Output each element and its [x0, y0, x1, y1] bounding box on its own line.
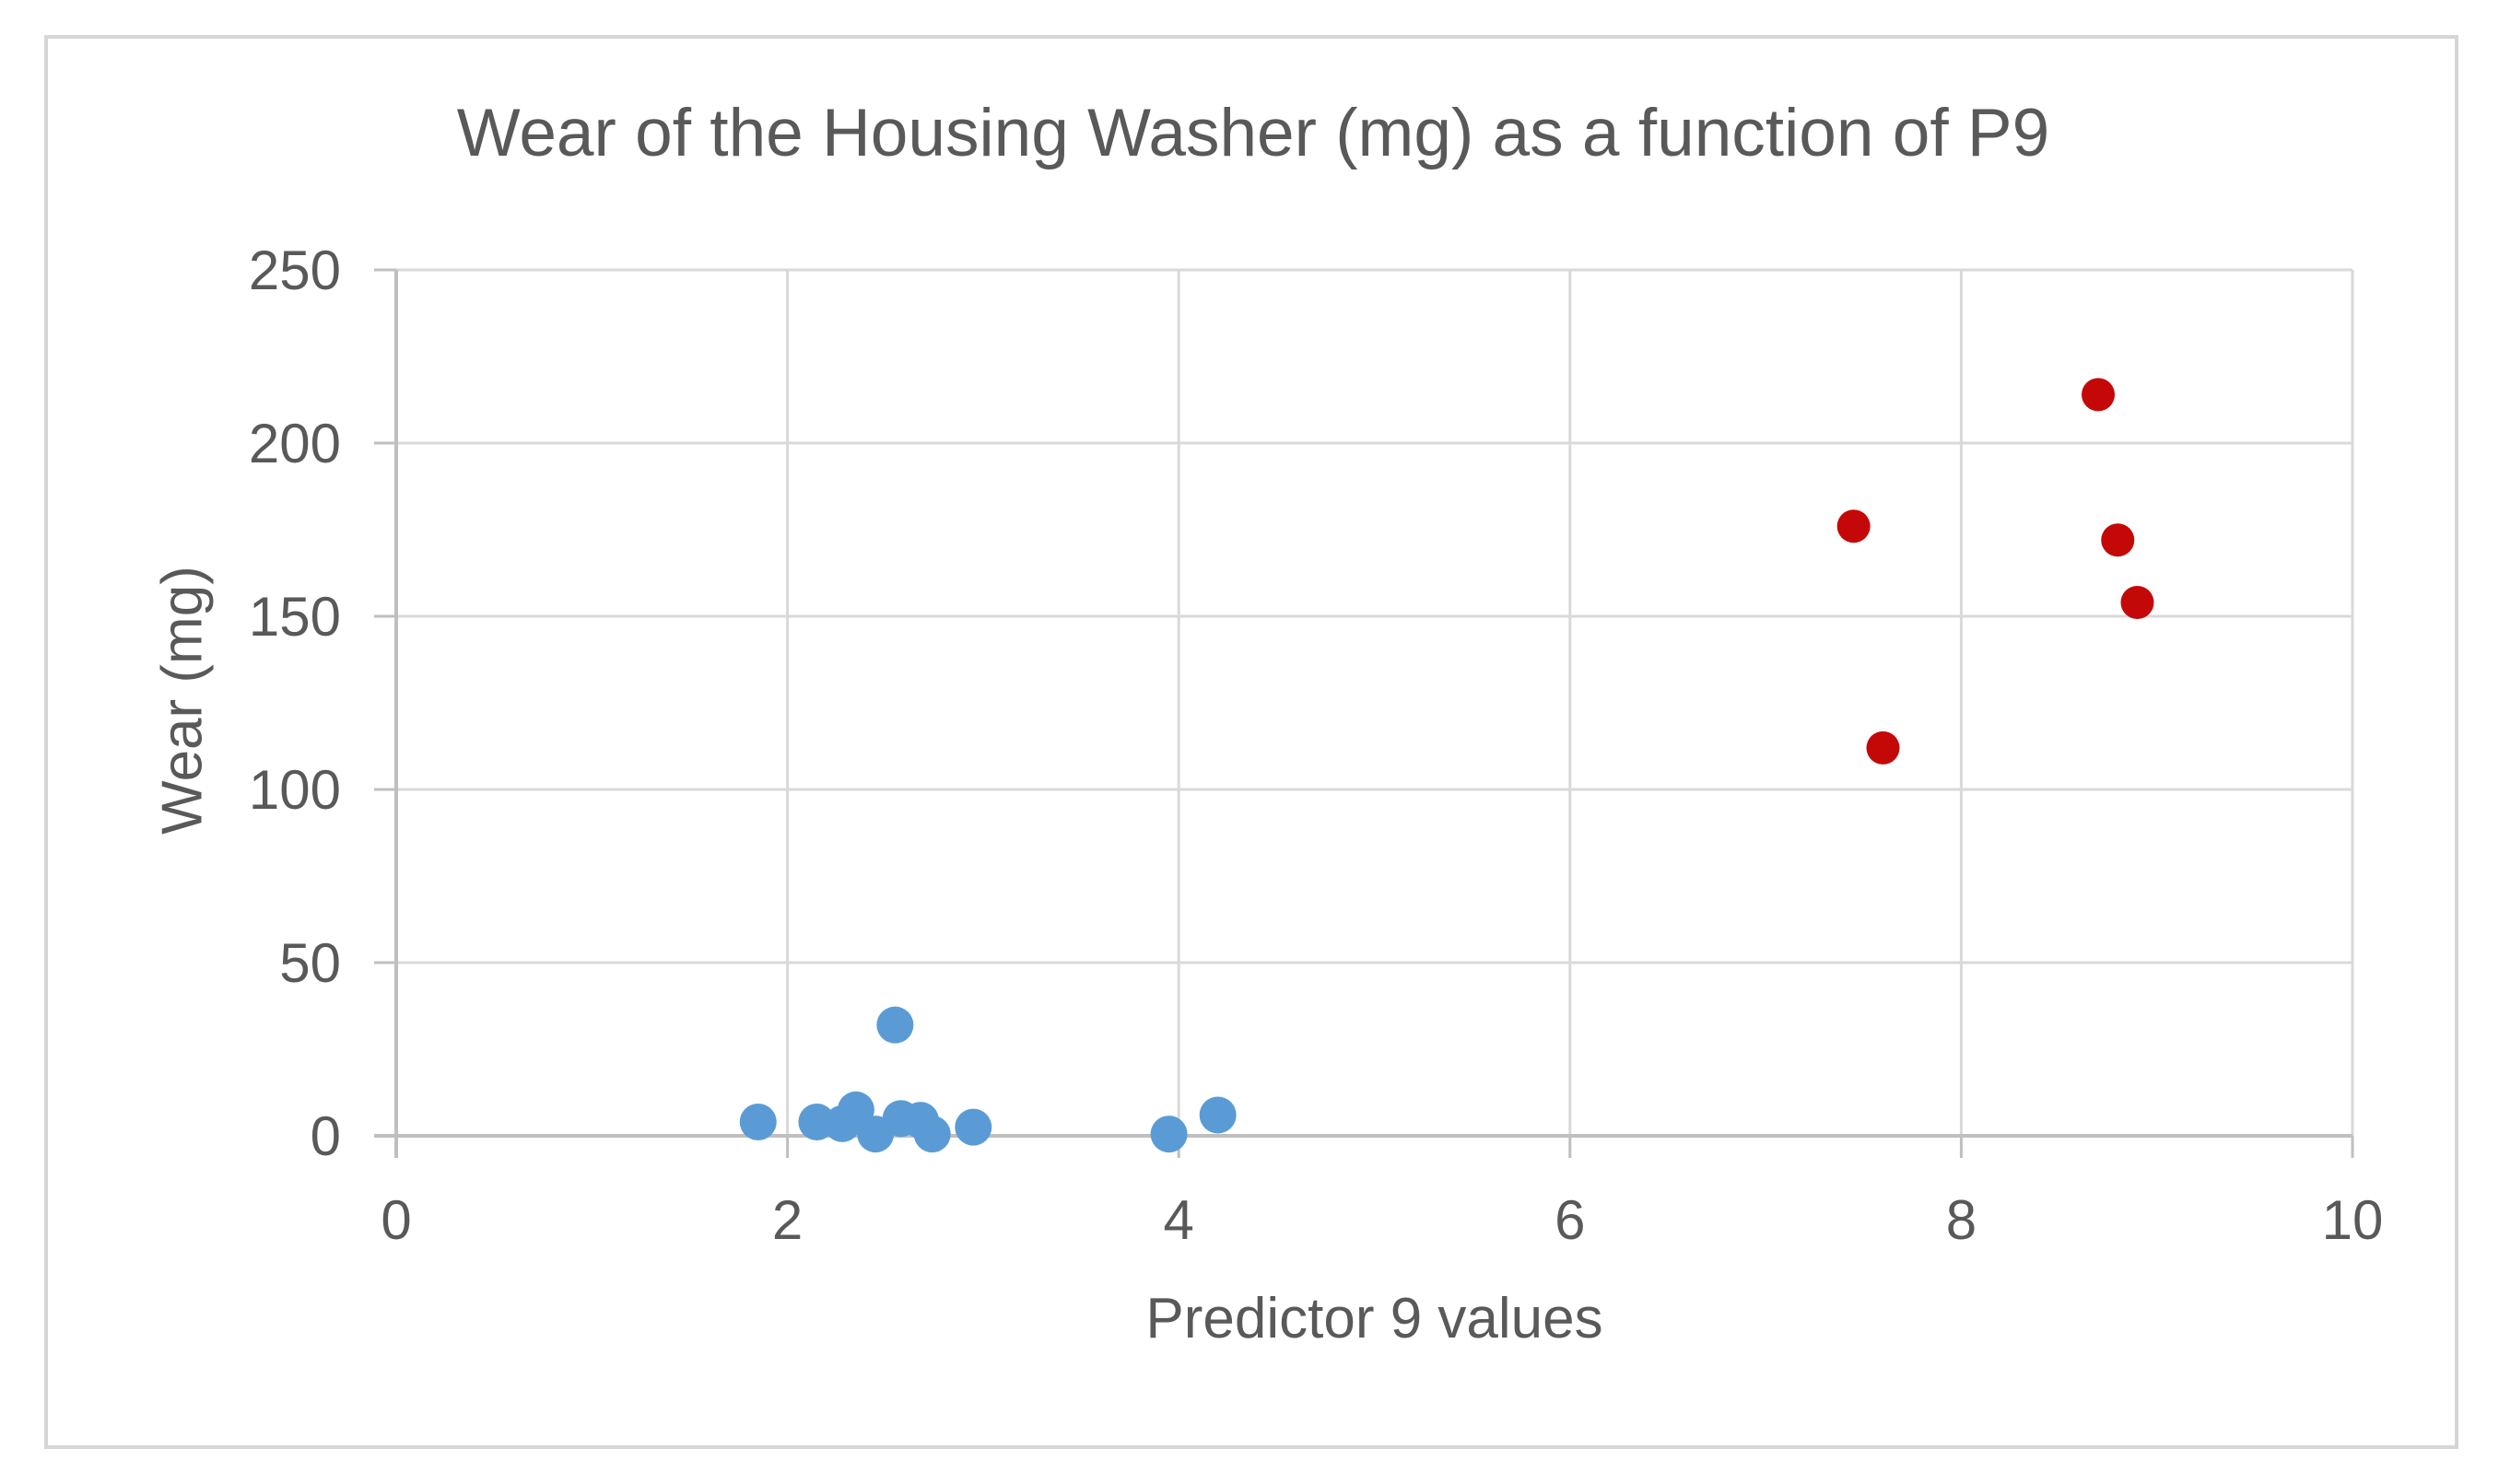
x-tick-label: 10: [2322, 1189, 2384, 1251]
y-tick-label: 200: [249, 413, 341, 474]
x-tick-label: 0: [381, 1189, 411, 1251]
data-point-low-wear-cluster[interactable]: [1199, 1096, 1237, 1134]
x-tick-label: 2: [772, 1189, 803, 1251]
data-point-high-wear-cluster[interactable]: [2082, 378, 2116, 412]
y-axis-title: Wear (mg): [150, 566, 215, 835]
x-tick-label: 4: [1164, 1189, 1194, 1251]
data-point-low-wear-cluster[interactable]: [876, 1006, 914, 1044]
x-tick-label: 8: [1946, 1189, 1977, 1251]
y-tick-label: 150: [249, 586, 341, 648]
y-tick-label: 100: [249, 759, 341, 821]
chart-title: Wear of the Housing Washer (mg) as a fun…: [456, 96, 2050, 170]
data-point-low-wear-cluster[interactable]: [1150, 1116, 1188, 1153]
data-point-high-wear-cluster[interactable]: [2101, 523, 2135, 557]
x-axis-title: Predictor 9 values: [1145, 1287, 1603, 1350]
x-tick-label: 6: [1555, 1189, 1585, 1251]
y-tick-label: 0: [311, 1105, 341, 1167]
data-point-high-wear-cluster[interactable]: [1866, 730, 1900, 765]
data-point-high-wear-cluster[interactable]: [1836, 509, 1871, 543]
data-point-low-wear-cluster[interactable]: [955, 1108, 992, 1146]
data-point-low-wear-cluster[interactable]: [913, 1116, 951, 1153]
y-tick-label: 250: [249, 240, 341, 301]
y-tick-label: 50: [279, 932, 341, 994]
data-point-high-wear-cluster[interactable]: [2120, 585, 2154, 619]
data-point-low-wear-cluster[interactable]: [739, 1103, 777, 1140]
